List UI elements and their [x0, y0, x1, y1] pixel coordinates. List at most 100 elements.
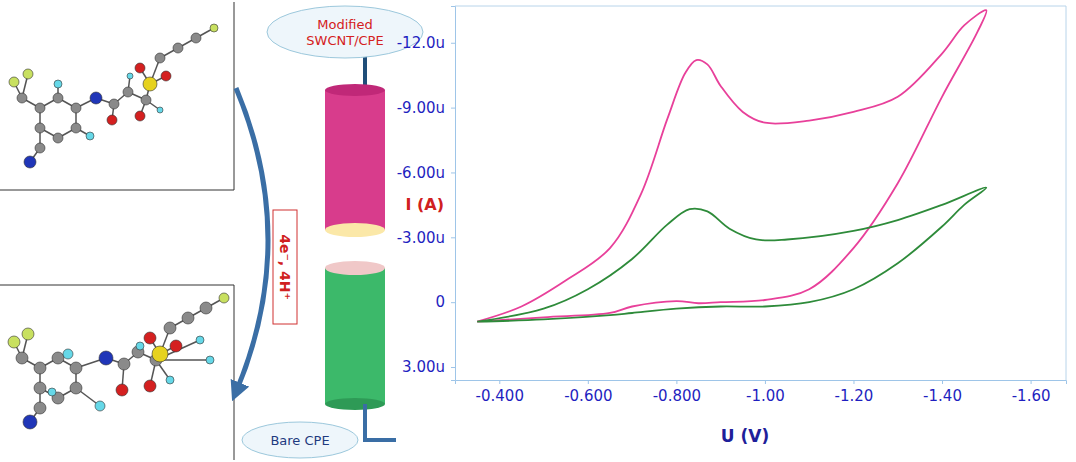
reaction-arrow: [236, 88, 268, 392]
tick: -1.20: [835, 380, 874, 405]
electrode-surface: [325, 223, 385, 237]
atom: [35, 103, 45, 113]
tick-label: -9.00u: [397, 99, 445, 117]
tick-label: -1.40: [923, 387, 962, 405]
electrode-label: Bare CPE: [270, 433, 329, 448]
atom: [9, 77, 19, 87]
electrode-label-bubble: [242, 422, 358, 458]
tick-label: 3.00u: [402, 358, 445, 376]
atom: [52, 352, 64, 364]
atom: [48, 388, 56, 396]
atom: [191, 33, 201, 43]
tick-mark: [588, 380, 589, 384]
atom: [34, 382, 46, 394]
atom: [141, 95, 151, 105]
atom: [53, 93, 63, 103]
x-axis: -0.400 -0.600 -0.800 -1.00 -1.20 -1.40 -1.60: [456, 380, 1067, 405]
tick-label: -1.60: [1012, 387, 1051, 405]
plot-area: [477, 10, 986, 321]
tick: 3.00u: [402, 358, 455, 376]
tick-mark: [1031, 380, 1032, 384]
atom: [24, 156, 36, 168]
lead-wire: [365, 404, 396, 440]
atom: [17, 93, 27, 103]
axis-line: [451, 7, 456, 381]
atom: [16, 352, 28, 364]
figure: 4e⁻, 4H⁺ModifiedSWCNT/CPEBare CPE-0.400-…: [0, 0, 1076, 462]
atom: [109, 99, 119, 109]
tick-mark: [451, 108, 455, 109]
tick-label: -1.00: [746, 387, 785, 405]
atom: [152, 346, 168, 362]
atom: [136, 342, 144, 350]
atom: [95, 401, 105, 411]
atom: [127, 73, 133, 79]
atom: [210, 24, 218, 32]
atom: [54, 80, 62, 88]
atom: [63, 349, 73, 359]
y-axis-title: I (A): [405, 195, 444, 214]
tick: -6.00u: [397, 164, 455, 182]
atom: [164, 322, 176, 334]
tick: 0: [435, 293, 455, 311]
tick-mark: [499, 380, 500, 384]
atom: [86, 132, 94, 140]
atom: [135, 63, 145, 73]
atom: [22, 328, 34, 340]
tick: -3.00u: [397, 229, 455, 247]
atom: [35, 123, 45, 133]
atom: [173, 43, 183, 53]
y-axis: -12.0u -9.00u -6.00u -3.00u 0 3.00u: [397, 7, 456, 381]
atom: [123, 87, 133, 97]
tick-label: -12.0u: [397, 34, 445, 52]
atom: [170, 340, 182, 352]
tick-label: -6.00u: [397, 164, 445, 182]
electrode-label: ModifiedSWCNT/CPE: [306, 17, 383, 48]
tick: -1.40: [923, 380, 962, 405]
tick: -0.800: [653, 380, 701, 405]
atom: [182, 312, 194, 324]
atom: [99, 351, 113, 365]
atom: [116, 384, 128, 396]
tick: -0.600: [564, 380, 612, 405]
tick-label: -0.600: [564, 387, 612, 405]
atom: [144, 380, 156, 392]
plot-frame: [455, 6, 1066, 380]
atom: [53, 133, 63, 143]
atom: [34, 402, 46, 414]
atom: [70, 362, 82, 374]
atom: [23, 69, 33, 79]
axis-line: [456, 381, 1067, 385]
atom: [90, 92, 102, 104]
tick-mark: [942, 380, 943, 384]
atom: [206, 356, 214, 364]
atom: [161, 71, 171, 81]
atom: [70, 382, 82, 394]
tick: -0.400: [476, 380, 524, 405]
tick-label: -3.00u: [397, 229, 445, 247]
tick-label: 0: [435, 293, 445, 311]
atom: [71, 103, 81, 113]
atom: [118, 358, 130, 370]
atom: [8, 336, 20, 348]
cv-curve: [477, 10, 986, 321]
atom: [144, 332, 156, 344]
tick: -1.00: [746, 380, 785, 405]
atom: [71, 123, 81, 133]
tick-mark: [451, 43, 455, 44]
molecule: [9, 24, 218, 168]
reaction-label: 4e⁻, 4H⁺: [277, 234, 293, 300]
atom: [35, 143, 45, 153]
tick-mark: [451, 172, 455, 173]
tick-label: -0.800: [653, 387, 701, 405]
tick-mark: [676, 380, 677, 384]
electrode-bottom: [325, 398, 385, 410]
atom: [107, 115, 117, 125]
molecule: [8, 293, 229, 429]
tick-mark: [451, 367, 455, 368]
atom: [157, 107, 163, 113]
panel-frame: [0, 285, 234, 460]
electrode-body: [325, 90, 385, 230]
panel-frame: [0, 2, 234, 190]
tick-mark: [451, 237, 455, 238]
